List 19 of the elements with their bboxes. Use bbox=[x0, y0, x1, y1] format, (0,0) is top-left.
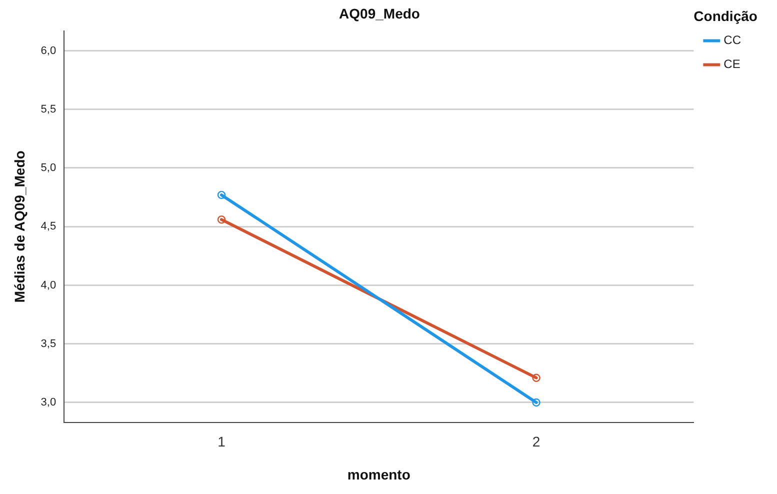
x-axis-title: momento bbox=[347, 466, 410, 482]
point bbox=[217, 215, 226, 224]
y-tick-label: 4,5 bbox=[40, 220, 56, 233]
point bbox=[532, 374, 540, 382]
x-tick-label: 1 bbox=[218, 434, 226, 450]
chart-title: AQ09_Medo bbox=[339, 5, 420, 22]
legend-label: CE bbox=[724, 57, 740, 72]
legend-label: CC bbox=[724, 33, 742, 48]
point bbox=[532, 398, 540, 407]
y-tick-label: 3,5 bbox=[40, 338, 56, 350]
y-tick-label: 5,0 bbox=[40, 162, 56, 174]
y-tick-label: 6,0 bbox=[40, 44, 56, 57]
y-tick-label: 3,0 bbox=[40, 396, 56, 408]
x-tick-label: 2 bbox=[532, 434, 540, 450]
point bbox=[217, 190, 226, 200]
legend-title: Condição bbox=[694, 8, 758, 24]
y-axis-title: Médias de AQ09_Medo bbox=[11, 150, 28, 303]
y-tick-label: 4,0 bbox=[40, 279, 56, 292]
y-tick-label: 5,5 bbox=[40, 103, 56, 116]
